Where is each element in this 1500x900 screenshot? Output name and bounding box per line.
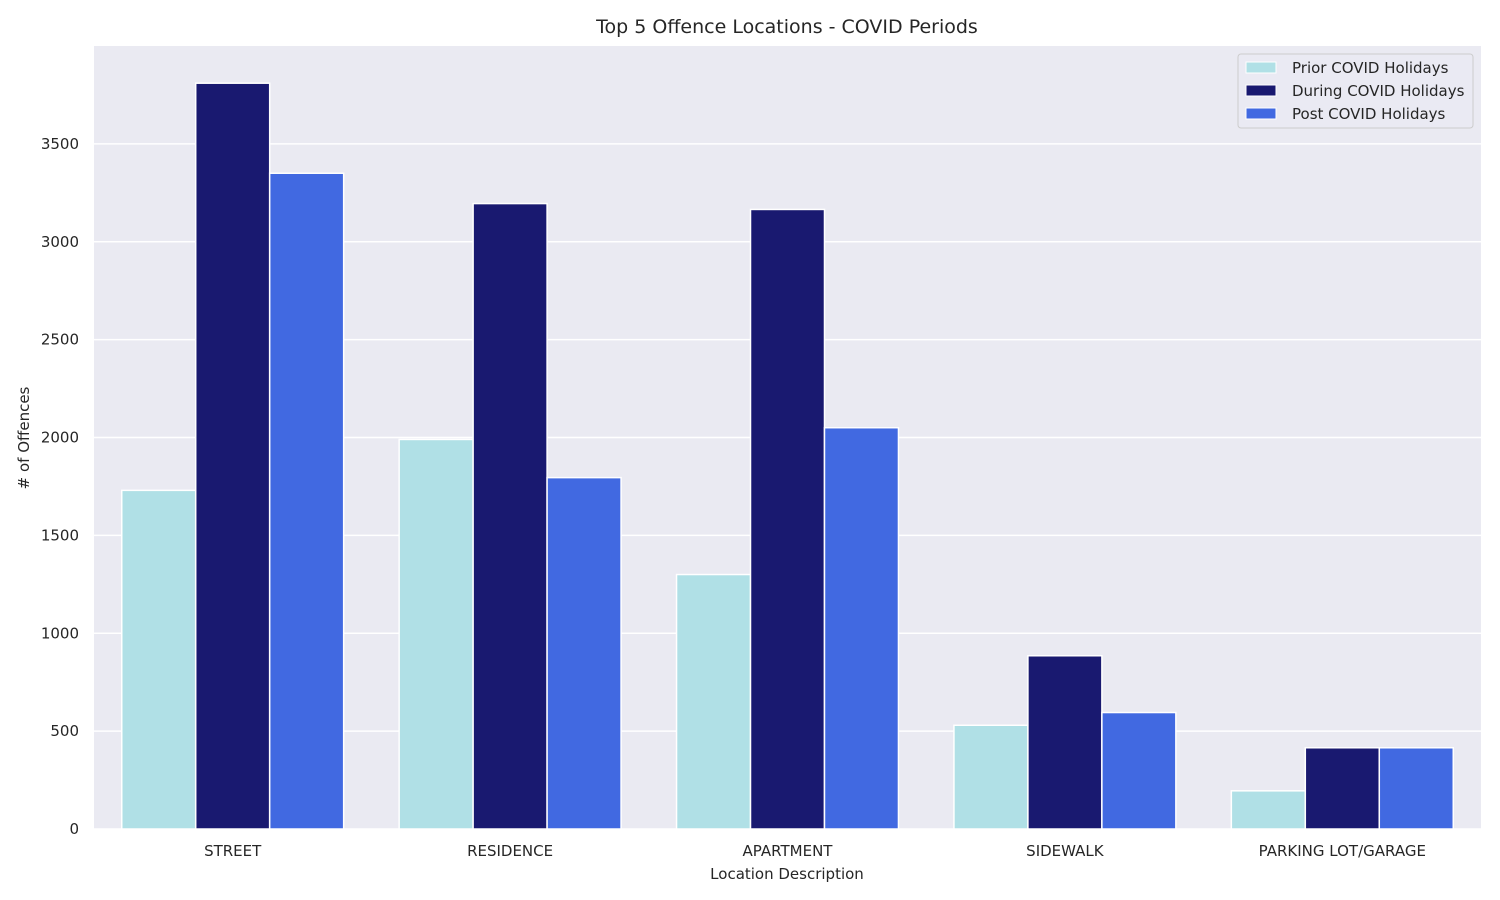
y-tick-label: 3000 bbox=[41, 233, 79, 251]
bar bbox=[1230, 790, 1307, 830]
y-tick-label: 1000 bbox=[41, 624, 79, 642]
x-tick-label: SIDEWALK bbox=[1026, 842, 1105, 860]
x-tick-label: PARKING LOT/GARAGE bbox=[1259, 842, 1426, 860]
x-tick-label: STREET bbox=[204, 842, 262, 860]
x-tick-label: APARTMENT bbox=[743, 842, 834, 860]
bar bbox=[546, 476, 622, 830]
bar bbox=[953, 724, 1029, 830]
legend-entry: Post COVID Holidays bbox=[1292, 105, 1446, 123]
bar bbox=[120, 489, 197, 830]
bar bbox=[823, 426, 900, 830]
chart-title: Top 5 Offence Locations - COVID Periods bbox=[595, 16, 978, 38]
bar bbox=[472, 202, 548, 830]
y-tick-label: 2000 bbox=[41, 429, 79, 447]
bar bbox=[398, 438, 474, 830]
y-tick-label: 1500 bbox=[41, 526, 79, 544]
y-axis-label: # of Offences bbox=[15, 386, 33, 489]
legend-swatch bbox=[1245, 61, 1277, 74]
x-tick-labels: STREET RESIDENCE APARTMENT SIDEWALK PARKING … bbox=[204, 842, 1426, 860]
bar bbox=[1027, 655, 1103, 830]
bar bbox=[1304, 747, 1381, 830]
y-tick-labels: 0 500 1000 1500 2000 2500 3000 3500 bbox=[41, 135, 79, 838]
bar bbox=[1101, 711, 1177, 830]
bar bbox=[268, 172, 345, 830]
y-tick-label: 2500 bbox=[41, 331, 79, 349]
legend-swatch bbox=[1245, 84, 1277, 97]
bars bbox=[120, 82, 1455, 830]
x-tick-label: RESIDENCE bbox=[467, 842, 553, 860]
bar bbox=[749, 208, 826, 830]
y-tick-label: 0 bbox=[69, 820, 79, 838]
legend-entry: During COVID Holidays bbox=[1292, 82, 1465, 100]
legend-swatch bbox=[1245, 107, 1277, 120]
y-tick-label: 500 bbox=[50, 722, 79, 740]
y-tick-label: 3500 bbox=[41, 135, 79, 153]
x-axis-label: Location Description bbox=[710, 865, 864, 883]
bar bbox=[1378, 747, 1455, 830]
bar bbox=[194, 82, 271, 830]
legend: Prior COVID Holidays During COVID Holiday… bbox=[1237, 53, 1474, 129]
bar bbox=[675, 573, 752, 830]
legend-entry: Prior COVID Holidays bbox=[1292, 59, 1449, 77]
legend-frame bbox=[1237, 53, 1474, 129]
